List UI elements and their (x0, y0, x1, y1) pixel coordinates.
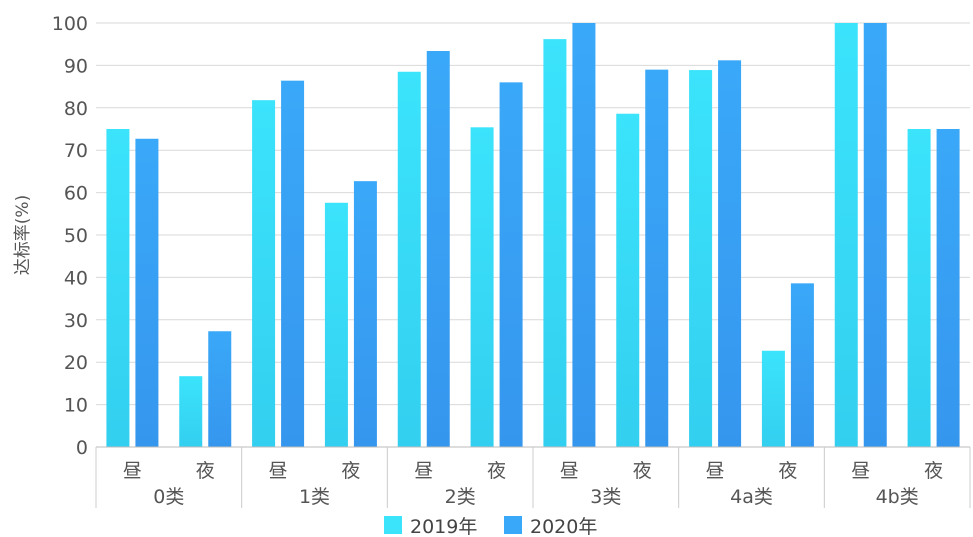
bar-series2-7 (645, 69, 669, 447)
bar-series1-4 (397, 71, 421, 447)
y-tick-label: 20 (64, 352, 88, 374)
legend-swatch (504, 516, 522, 534)
x-subcategory-label: 夜 (487, 460, 506, 482)
bar-series2-5 (499, 82, 523, 448)
y-tick-label: 100 (52, 13, 88, 35)
x-subcategory-label: 昼 (851, 460, 870, 482)
x-subcategory-label: 夜 (196, 460, 215, 482)
x-group-label: 3类 (590, 486, 621, 508)
bar-series2-1 (208, 331, 232, 447)
bar-series2-2 (281, 80, 305, 447)
x-subcategory-label: 昼 (123, 460, 142, 482)
legend-swatch (384, 516, 402, 534)
bar-series1-1 (179, 376, 203, 447)
bar-series1-11 (907, 129, 931, 447)
bar-series1-3 (324, 202, 348, 447)
y-axis-label: 达标率(%) (13, 195, 33, 275)
x-subcategory-label: 夜 (924, 460, 943, 482)
y-axis-ticks: 0 10 20 30 40 50 60 70 80 90 100 (52, 13, 88, 459)
x-group-label: 4b类 (876, 486, 919, 508)
bar-series1-5 (470, 127, 494, 447)
x-subcategory-label: 昼 (560, 460, 579, 482)
bar-series2-10 (863, 23, 887, 447)
bar-series2-3 (353, 181, 377, 448)
legend-label: 2019年 (410, 516, 477, 537)
y-tick-label: 0 (76, 437, 88, 459)
x-group-label: 4a类 (730, 486, 773, 508)
y-tick-label: 40 (64, 267, 88, 289)
legend-label: 2020年 (530, 516, 597, 537)
y-tick-label: 50 (64, 225, 88, 247)
x-subcategory-label: 夜 (778, 460, 797, 482)
y-tick-label: 90 (64, 55, 88, 77)
x-subcategory-label: 夜 (341, 460, 360, 482)
y-tick-label: 10 (64, 395, 88, 417)
bar-series2-4 (426, 50, 450, 447)
gridlines (96, 22, 970, 448)
bar-series2-9 (790, 283, 814, 447)
bar-series2-8 (718, 60, 742, 447)
bar-series2-6 (572, 23, 596, 447)
bar-series1-0 (106, 129, 130, 447)
x-subcategory-label: 昼 (706, 460, 725, 482)
x-group-label: 0类 (153, 486, 184, 508)
x-subcategory-label: 昼 (414, 460, 433, 482)
x-subcategory-label: 夜 (633, 460, 652, 482)
bar-series1-9 (761, 350, 785, 447)
bar-series1-10 (834, 23, 858, 447)
bar-series1-8 (689, 70, 713, 448)
x-axis: 昼夜0类昼 夜1类昼 夜2类昼 夜3类昼 夜4a类昼 夜4b类 (95, 446, 971, 508)
bar-series1-2 (252, 100, 276, 447)
legend: 2019年 2020年 (384, 516, 597, 537)
x-group-label: 2类 (445, 486, 476, 508)
x-group-label: 1类 (299, 486, 330, 508)
bar-series2-0 (135, 138, 159, 447)
bar-series1-6 (543, 39, 567, 447)
x-subcategory-label: 昼 (269, 460, 288, 482)
y-tick-label: 70 (64, 140, 88, 162)
y-tick-label: 30 (64, 310, 88, 332)
y-tick-label: 60 (64, 183, 88, 205)
bars (106, 23, 960, 448)
y-tick-label: 80 (64, 98, 88, 120)
bar-series2-11 (936, 129, 960, 447)
bar-series1-7 (616, 113, 640, 448)
